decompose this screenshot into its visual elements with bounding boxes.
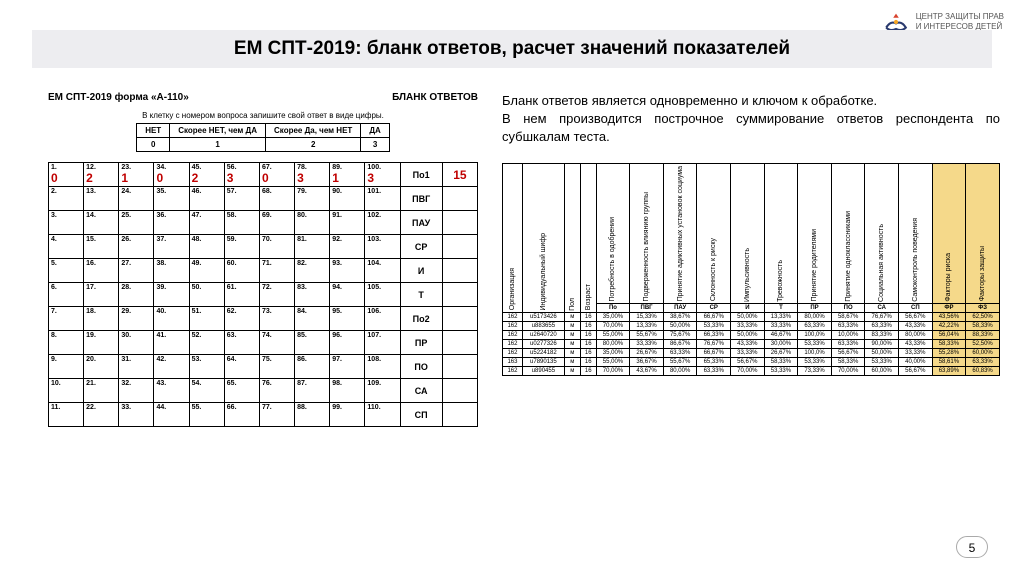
form-label: БЛАНК ОТВЕТОВ bbox=[392, 92, 478, 103]
answer-grid: 1.012.223.134.045.256.367.078.389.1100.3… bbox=[48, 162, 478, 427]
answer-scale: НЕТСкорее НЕТ, чем ДАСкорее Да, чем НЕТД… bbox=[136, 123, 390, 152]
description: Бланк ответов является одновременно и кл… bbox=[502, 92, 1000, 147]
form-note: В клетку с номером вопроса запишите свой… bbox=[48, 111, 478, 120]
form-id: ЕМ СПТ-2019 форма «А-110» bbox=[48, 92, 189, 103]
page-title: ЕМ СПТ-2019: бланк ответов, расчет значе… bbox=[32, 30, 992, 68]
org-line1: ЦЕНТР ЗАЩИТЫ ПРАВ bbox=[916, 12, 1004, 22]
results-table: ОрганизацияИндивидуальный шифрПолВозраст… bbox=[502, 163, 1000, 376]
answer-blank: ЕМ СПТ-2019 форма «А-110» БЛАНК ОТВЕТОВ … bbox=[48, 92, 478, 427]
page-number: 5 bbox=[956, 536, 988, 558]
